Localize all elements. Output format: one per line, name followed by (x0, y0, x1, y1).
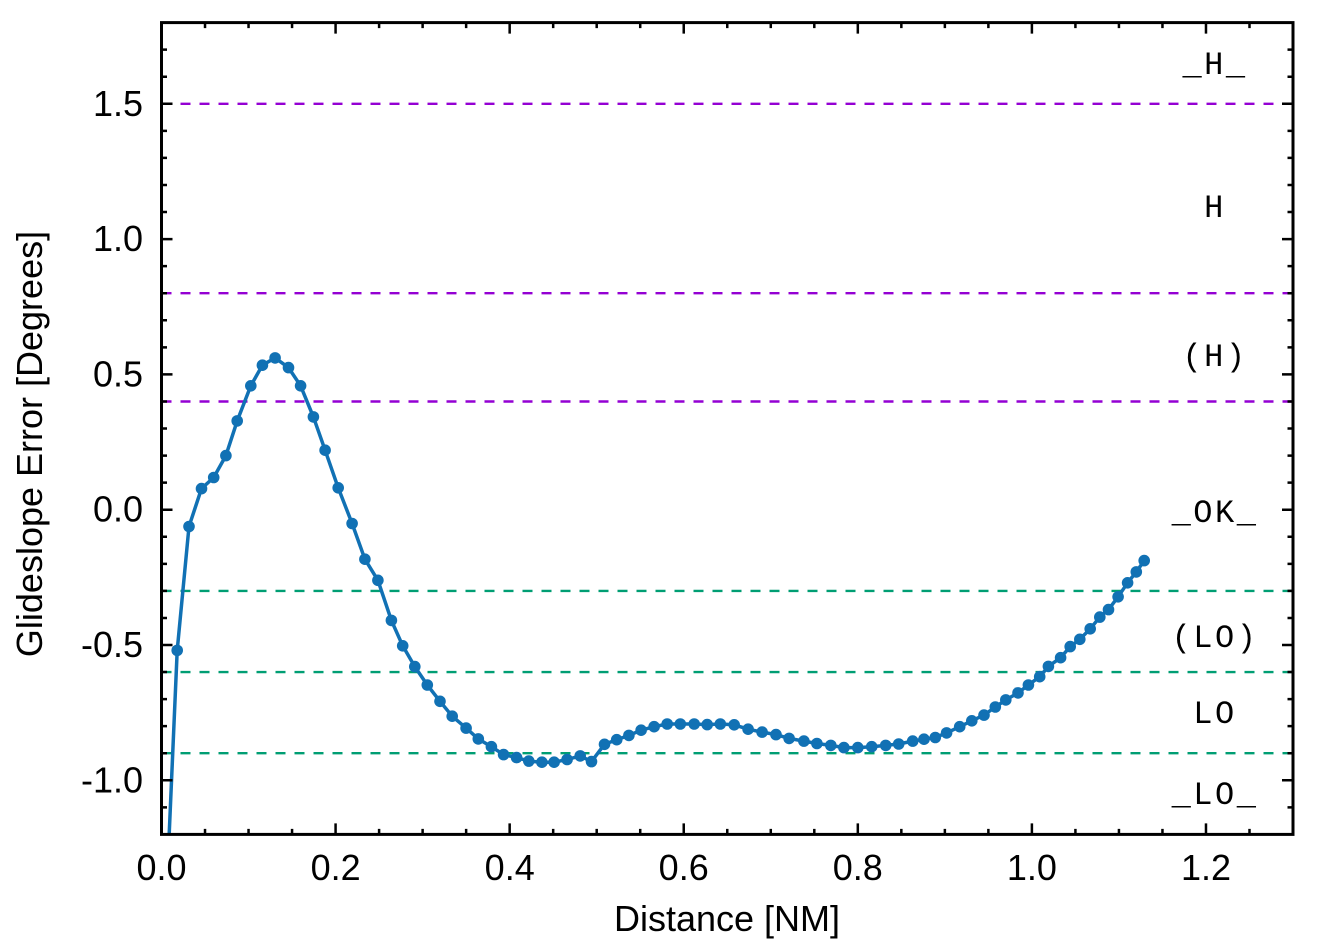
svg-text:_OK_: _OK_ (1171, 495, 1259, 532)
svg-text:(H): (H) (1182, 339, 1247, 376)
svg-text:0.0: 0.0 (93, 489, 143, 530)
svg-text:Glideslope Error [Degrees]: Glideslope Error [Degrees] (9, 231, 50, 657)
svg-text:-0.5: -0.5 (81, 624, 143, 665)
svg-text:1.0: 1.0 (1007, 847, 1057, 888)
svg-text:1.5: 1.5 (93, 83, 143, 124)
svg-text:1.2: 1.2 (1181, 847, 1231, 888)
svg-text:0.2: 0.2 (311, 847, 361, 888)
svg-text:-1.0: -1.0 (81, 759, 143, 800)
svg-text:_H_: _H_ (1181, 47, 1247, 84)
svg-text:Distance [NM]: Distance [NM] (614, 898, 840, 939)
svg-text:0.4: 0.4 (485, 847, 535, 888)
svg-text:H: H (1204, 190, 1226, 227)
svg-text:0.5: 0.5 (93, 353, 143, 394)
svg-text:1.0: 1.0 (93, 218, 143, 259)
svg-text:(LO): (LO) (1172, 620, 1259, 657)
svg-text:_LO_: _LO_ (1171, 777, 1259, 814)
svg-text:0.8: 0.8 (833, 847, 883, 888)
svg-text:0.0: 0.0 (136, 847, 186, 888)
svg-text:LO: LO (1193, 696, 1236, 733)
svg-text:0.6: 0.6 (659, 847, 709, 888)
